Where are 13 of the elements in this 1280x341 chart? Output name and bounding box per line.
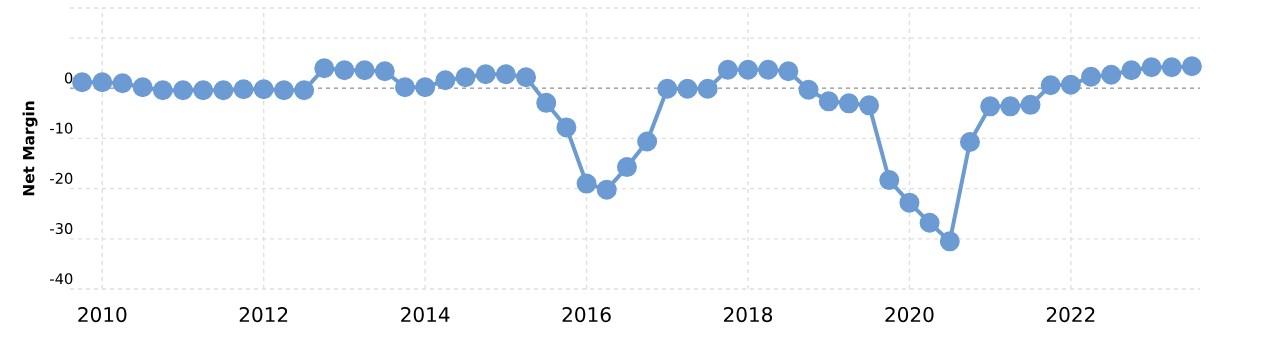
y-tick-label: -20 [50, 172, 73, 184]
x-tick-label: 2018 [724, 307, 773, 323]
y-tick-label: -40 [50, 273, 73, 285]
x-tick-label: 2020 [885, 307, 934, 323]
y-tick-label: -10 [50, 122, 73, 134]
x-tick-label: 2016 [562, 307, 611, 323]
y-tick-label: -30 [50, 223, 73, 235]
x-tick-label: 2014 [401, 307, 450, 323]
x-tick-label: 2012 [239, 307, 288, 323]
y-tick-label: 0 [64, 72, 73, 84]
x-tick-label: 2010 [78, 307, 127, 323]
y-axis-title: Net Margin [22, 101, 38, 196]
x-tick-label: 2022 [1046, 307, 1095, 323]
